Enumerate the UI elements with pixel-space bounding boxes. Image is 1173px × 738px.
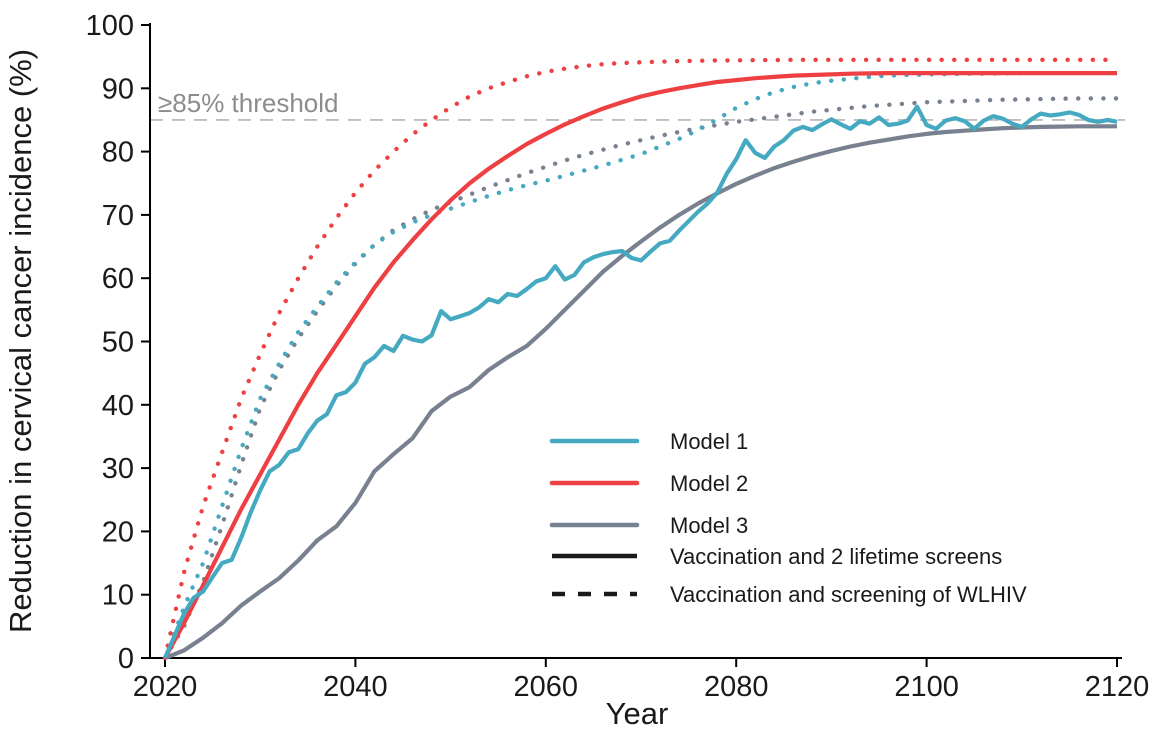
y-tick-label-0: 0 — [118, 643, 134, 675]
series-model2-dotted — [162, 57, 1120, 661]
y-tick-label-80: 80 — [102, 137, 134, 169]
series-lines — [162, 57, 1120, 661]
y-tick-label-90: 90 — [102, 73, 134, 105]
y-tick-label-50: 50 — [102, 327, 134, 359]
y-tick-label-40: 40 — [102, 390, 134, 422]
threshold-label: ≥85% threshold — [158, 88, 339, 118]
x-tick-label-2060: 2060 — [514, 671, 579, 703]
series-model3-solid — [164, 124, 1117, 660]
x-axis-title: Year — [606, 696, 669, 731]
legend-label-dotted: Vaccination and screening of WLHIV — [670, 582, 1027, 607]
series-model3-dotted — [162, 96, 1120, 661]
threshold-group: ≥85% threshold — [150, 88, 1125, 121]
x-tick-label-2100: 2100 — [894, 671, 959, 703]
y-tick-label-20: 20 — [102, 516, 134, 548]
y-tick-label-100: 100 — [86, 10, 134, 42]
x-tick-label-2080: 2080 — [704, 671, 769, 703]
series-model2-solid — [163, 71, 1117, 660]
y-tick-label-30: 30 — [102, 453, 134, 485]
y-tick-label-60: 60 — [102, 263, 134, 295]
legend-label-model1: Model 1 — [670, 429, 748, 454]
axes: 0 10 20 30 40 50 60 70 80 90 100 2020 2040 2060 2080 21… — [86, 10, 1150, 703]
legend: Model 1 Model 2 Model 3 Vaccination and 2 l… — [549, 429, 1027, 607]
y-axis-title: Reduction in cervical cancer incidence (… — [3, 49, 38, 633]
series-model1-dotted — [162, 70, 1120, 661]
legend-label-solid: Vaccination and 2 lifetime screens — [670, 544, 1002, 569]
legend-label-model3: Model 3 — [670, 513, 748, 538]
series-model1-solid — [163, 104, 1118, 659]
x-tick-label-2120: 2120 — [1085, 671, 1150, 703]
y-tick-label-70: 70 — [102, 200, 134, 232]
legend-label-model2: Model 2 — [670, 471, 748, 496]
x-tick-label-2020: 2020 — [133, 671, 198, 703]
x-tick-label-2040: 2040 — [323, 671, 388, 703]
y-tick-label-10: 10 — [102, 580, 134, 612]
